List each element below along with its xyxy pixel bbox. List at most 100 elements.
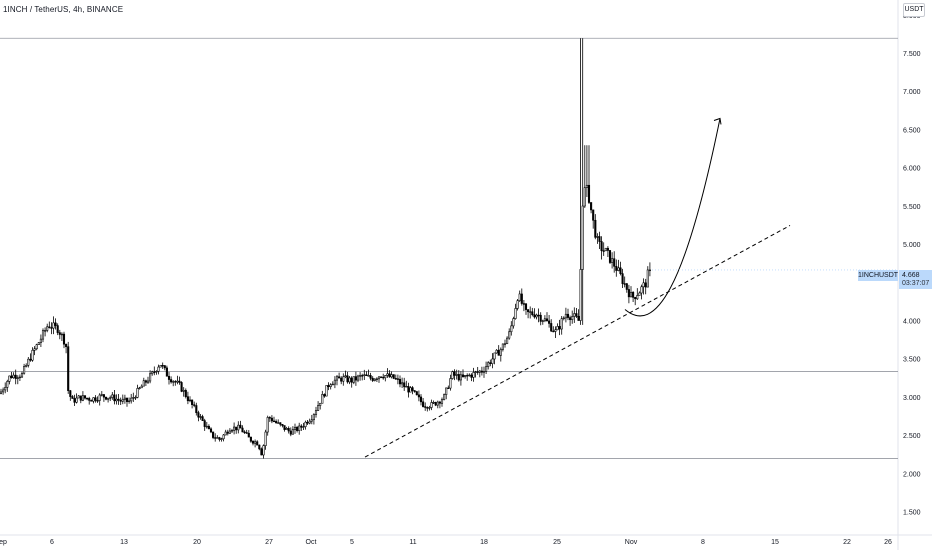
candle-body xyxy=(365,374,368,376)
candle-body xyxy=(220,438,223,440)
candle-body xyxy=(468,374,471,377)
price-axis[interactable]: 8.0007.5007.0006.5006.0005.5005.0004.500… xyxy=(903,13,921,517)
projection-arrow[interactable] xyxy=(624,118,721,317)
candle-body xyxy=(375,378,378,380)
candle-body xyxy=(329,384,332,388)
candle-body xyxy=(195,405,198,413)
candle-body xyxy=(104,396,108,400)
bar-countdown: 03:37:07 xyxy=(902,280,930,287)
candle-body xyxy=(352,376,355,383)
currency-button[interactable]: USDT xyxy=(903,3,925,17)
candle-body xyxy=(75,397,78,403)
candle-body xyxy=(392,374,395,379)
candle-body xyxy=(193,404,196,406)
candle-body xyxy=(638,292,641,296)
candle-body xyxy=(346,375,349,383)
candle-body xyxy=(237,424,240,431)
candle-body xyxy=(230,430,234,432)
candle-body xyxy=(518,293,521,301)
candle-body xyxy=(10,375,13,379)
candle-body xyxy=(443,394,446,400)
candle-body xyxy=(344,375,347,378)
candle-body xyxy=(604,247,607,252)
candle-body xyxy=(476,371,479,373)
candle-body xyxy=(359,375,362,377)
candle-body xyxy=(39,338,42,343)
candle-body xyxy=(459,374,462,381)
candle-body xyxy=(333,379,336,385)
candle-body xyxy=(535,314,538,318)
candle-body xyxy=(48,326,51,328)
candle-body xyxy=(67,346,70,391)
candle-body xyxy=(2,389,5,393)
candle-body xyxy=(552,330,555,333)
candle-body xyxy=(33,348,36,351)
candle-body xyxy=(317,405,320,411)
candle-body xyxy=(31,349,34,361)
candle-body xyxy=(522,303,525,305)
candle-body xyxy=(512,318,515,327)
candle-body xyxy=(428,407,431,409)
candle-body xyxy=(37,342,40,345)
candle-body xyxy=(44,330,47,332)
candle-body xyxy=(625,283,628,290)
candle-body xyxy=(470,374,473,378)
time-tick-label: 20 xyxy=(193,539,201,546)
candle-body xyxy=(629,291,633,298)
candle-body xyxy=(524,303,528,310)
candle-body xyxy=(77,395,80,399)
candle-body xyxy=(592,209,595,221)
candle-body xyxy=(350,377,353,383)
candle-body xyxy=(356,375,360,381)
candle-body xyxy=(451,371,454,379)
time-tick-label: 11 xyxy=(409,539,416,546)
candle-body xyxy=(493,352,496,360)
candle-body xyxy=(275,421,278,424)
candle-body xyxy=(573,313,576,317)
candle-body xyxy=(632,291,635,298)
candle-body xyxy=(14,374,17,379)
candle-body xyxy=(489,362,492,364)
candle-body xyxy=(186,396,189,402)
candle-body xyxy=(228,430,231,434)
candle-body xyxy=(16,377,19,379)
candle-body xyxy=(405,386,408,388)
candle-body xyxy=(249,436,252,442)
candle-body xyxy=(611,258,614,263)
candle-body xyxy=(86,397,89,400)
candle-body xyxy=(98,394,101,401)
candle-body xyxy=(256,441,259,446)
candle-body xyxy=(388,373,391,378)
candle-body xyxy=(587,184,591,203)
candle-body xyxy=(243,431,246,434)
candle-body xyxy=(277,422,280,424)
candle-body xyxy=(548,320,551,324)
time-axis[interactable]: ep 6 13 20 27 Oct 5 11 18 25 Nov 8 15 22 26 xyxy=(0,539,892,546)
candle-body xyxy=(23,366,26,374)
candle-body xyxy=(579,269,582,321)
candle-body xyxy=(8,375,11,382)
candle-body xyxy=(184,390,187,397)
candle-body xyxy=(176,380,179,383)
candle-body xyxy=(123,397,126,400)
candle-body xyxy=(342,376,345,382)
candle-body xyxy=(560,318,563,330)
candle-body xyxy=(323,394,326,397)
candle-body xyxy=(600,241,603,252)
time-tick-label: 27 xyxy=(265,539,273,546)
candle-body xyxy=(430,402,433,408)
price-tick-label: 5.500 xyxy=(903,204,921,211)
candle-body xyxy=(403,382,406,388)
candle-body xyxy=(499,349,502,356)
candle-body xyxy=(319,402,322,406)
candle-body xyxy=(562,317,565,320)
candle-body xyxy=(27,358,30,366)
candle-body xyxy=(529,311,532,313)
candle-body xyxy=(281,424,284,426)
candle-body xyxy=(146,380,150,383)
candle-body xyxy=(354,376,357,381)
drawings xyxy=(364,117,898,458)
time-tick-label: 13 xyxy=(120,539,128,546)
trendline[interactable] xyxy=(364,225,791,458)
